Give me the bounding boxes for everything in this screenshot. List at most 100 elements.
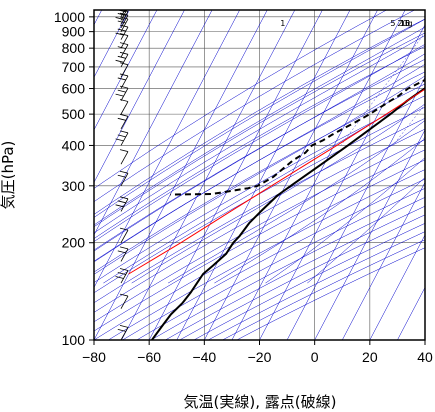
moist-adiabat-line xyxy=(94,75,425,275)
mixing-ratio-line xyxy=(417,136,425,146)
moist-adiabat-line xyxy=(265,157,425,284)
dry-adiabat-line xyxy=(94,83,425,273)
wind-barb xyxy=(115,24,129,40)
wind-barb-flag xyxy=(119,170,129,174)
wind-barb-staff xyxy=(120,116,129,130)
wind-barb-staff xyxy=(120,173,129,187)
wind-barb-flag xyxy=(119,33,129,36)
isotherm-line xyxy=(121,10,296,340)
wind-barb-flag xyxy=(115,17,124,20)
wind-barb-staff xyxy=(120,64,129,78)
dry-adiabat-line xyxy=(165,205,425,340)
moist-adiabat-line xyxy=(94,35,425,234)
dry-adiabat-line xyxy=(94,10,415,203)
isotherm-line xyxy=(148,10,323,340)
wind-barb-flag xyxy=(120,6,128,8)
y-tick-label: 800 xyxy=(62,40,86,56)
wind-barb-flag xyxy=(115,138,124,142)
y-tick-label: 900 xyxy=(62,24,86,40)
y-tick-label: 600 xyxy=(62,81,86,97)
moist-adiabat-line xyxy=(103,88,425,284)
parcel-profile-line xyxy=(128,88,425,275)
wind-barb-staff xyxy=(120,229,129,243)
wind-barb xyxy=(119,33,129,49)
wind-barb-staff xyxy=(120,198,129,212)
wind-barb-flag xyxy=(119,12,129,16)
y-tick-label: 300 xyxy=(62,178,86,194)
wind-barb-staff xyxy=(120,132,129,146)
wind-barb-flag xyxy=(117,89,126,93)
mixing-ratio-label: 10 xyxy=(400,19,410,28)
wind-barb xyxy=(117,325,129,340)
plot-frame xyxy=(93,9,426,341)
isotherm-line xyxy=(94,10,268,340)
isotherm-line xyxy=(204,10,378,340)
mixing-ratio-label: 20g xyxy=(397,19,412,28)
wind-barb-flag xyxy=(119,268,129,271)
wind-barb xyxy=(117,113,129,130)
dry-adiabat-line xyxy=(222,239,425,340)
wind-barb-flag xyxy=(117,250,126,254)
wind-barb-staff xyxy=(120,248,129,262)
x-tick-label: −40 xyxy=(192,349,216,365)
wind-barb xyxy=(117,16,129,32)
moist-adiabat-line xyxy=(94,63,425,263)
wind-barb-flag xyxy=(117,329,126,332)
wind-barb xyxy=(115,130,129,146)
wind-barb-staff xyxy=(120,327,129,340)
isotherm-line xyxy=(94,10,213,236)
wind-barb-flag xyxy=(119,246,129,250)
wind-barb-flag xyxy=(115,59,124,63)
wind-barb xyxy=(117,42,129,58)
isotherm-line xyxy=(259,24,425,340)
x-tick-label: −60 xyxy=(137,349,161,365)
wind-barb-flag xyxy=(119,149,129,152)
dewpoint-profile-line xyxy=(170,78,425,196)
wind-barb-flag xyxy=(117,117,126,121)
dry-adiabat-line xyxy=(94,10,387,189)
x-tick-label: 40 xyxy=(417,349,433,365)
dry-adiabat-line xyxy=(94,45,425,239)
dry-adiabat-line xyxy=(136,188,425,340)
isotherm-line xyxy=(397,286,425,340)
wind-barb-flag xyxy=(115,204,124,208)
moist-adiabat-line xyxy=(167,120,425,284)
isotherm-line xyxy=(286,76,425,340)
wind-barb-staff xyxy=(120,87,129,101)
moist-adiabat-line xyxy=(131,103,425,284)
wind-barb xyxy=(119,99,129,115)
wind-barb-flag xyxy=(119,325,129,328)
wind-barb-flag xyxy=(119,196,129,200)
dry-adiabat-line xyxy=(94,159,425,340)
moist-adiabat-line xyxy=(214,138,425,284)
wind-barb xyxy=(115,196,129,212)
wind-barb-flag xyxy=(119,42,129,46)
wind-barb xyxy=(115,268,129,284)
wind-barb xyxy=(119,149,129,165)
wind-barb-flag xyxy=(120,2,128,4)
y-tick-label: 200 xyxy=(62,235,86,251)
moist-adiabat-line xyxy=(94,53,425,252)
dry-adiabat-line xyxy=(150,197,425,340)
isotherm-line xyxy=(176,10,351,340)
x-tick-label: −80 xyxy=(82,349,106,365)
dry-adiabat-line xyxy=(94,149,425,332)
wind-barb-flag xyxy=(119,24,129,28)
mixing-ratio-line xyxy=(340,32,425,146)
wind-barb-staff xyxy=(120,270,129,284)
x-axis-label: 気温(実線), 露点(破線) xyxy=(184,393,337,411)
isotherm-line xyxy=(231,10,406,340)
wind-barb-flag xyxy=(115,93,124,97)
wind-barb-flag xyxy=(117,13,126,16)
isotherm-line xyxy=(94,10,130,78)
wind-barb-flag xyxy=(115,276,124,279)
dry-adiabat-line xyxy=(94,128,425,313)
wind-barb-flag xyxy=(119,113,129,117)
wind-barb-flag xyxy=(119,130,129,134)
dry-adiabat-line xyxy=(108,169,425,340)
wind-barb-flag xyxy=(119,51,129,55)
isotherm-line xyxy=(314,129,425,340)
mixing-ratio-label: 1 xyxy=(280,19,285,28)
wind-barb-staff xyxy=(120,18,129,32)
